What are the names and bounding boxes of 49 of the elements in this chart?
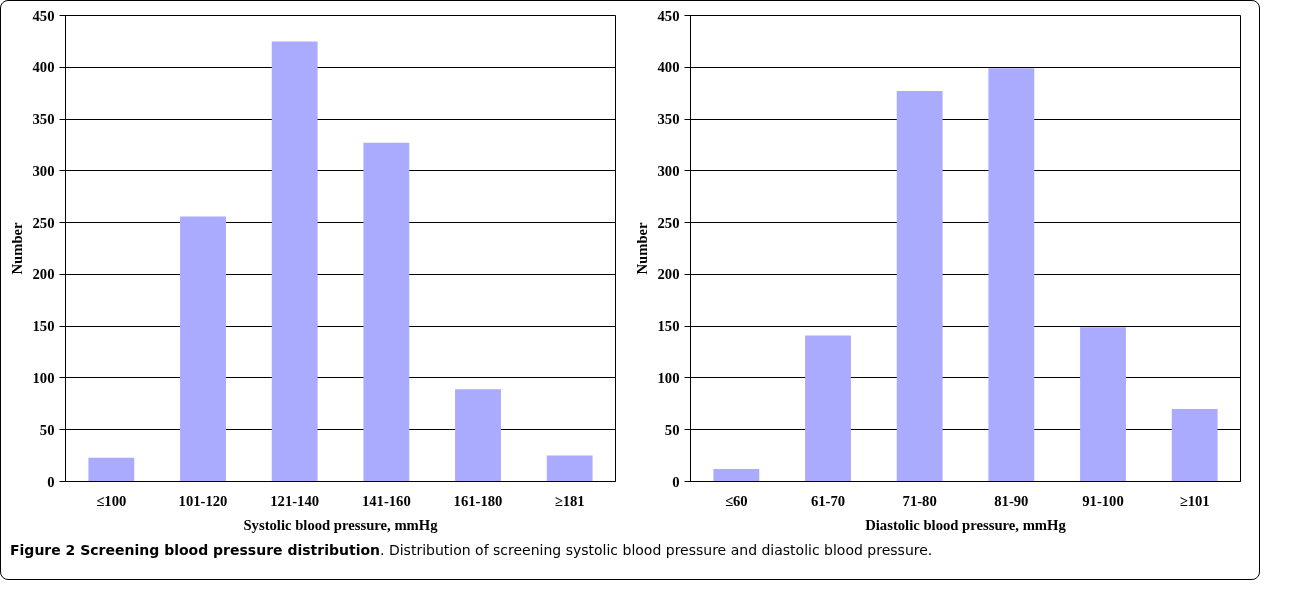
y-tick-label: 0 xyxy=(47,473,55,490)
y-tick-label: 150 xyxy=(657,318,680,335)
bar xyxy=(805,335,851,482)
x-tick-label: 161-180 xyxy=(453,492,503,509)
bar xyxy=(455,389,501,482)
y-tick-label: 450 xyxy=(32,7,55,24)
y-tick-label: 100 xyxy=(32,369,55,386)
caption: Figure 2 Screening blood pressure distribution xyxy=(10,542,381,558)
x-tick-label: 121-140 xyxy=(270,492,320,509)
x-tick-label: 91-100 xyxy=(1082,492,1124,509)
y-tick-label: 50 xyxy=(39,421,55,438)
x-axis-title: Systolic blood pressure, mmHg xyxy=(243,516,439,533)
x-tick-label: 81-90 xyxy=(994,492,1029,509)
y-tick-label: 100 xyxy=(657,369,680,386)
y-axis-title: Number xyxy=(8,221,25,275)
y-tick-label: 350 xyxy=(32,111,55,128)
y-tick-label: 250 xyxy=(32,214,55,231)
bar xyxy=(88,457,135,482)
y-tick-label: 250 xyxy=(657,214,680,231)
y-tick-label: 50 xyxy=(664,421,680,438)
y-tick-label: 200 xyxy=(32,266,55,283)
y-tick-label: 300 xyxy=(657,162,680,179)
bar xyxy=(713,469,760,482)
x-tick-label: ≥101 xyxy=(1179,492,1210,509)
bar xyxy=(896,91,943,482)
x-tick-label: 141-160 xyxy=(361,492,411,509)
y-tick-label: 200 xyxy=(657,266,680,283)
x-axis-title: Diastolic blood pressure, mmHg xyxy=(865,516,1067,533)
bar xyxy=(1080,327,1126,482)
y-tick-label: 150 xyxy=(32,318,55,335)
bar xyxy=(988,68,1035,482)
x-tick-label: 101-120 xyxy=(178,492,228,509)
y-tick-label: 350 xyxy=(657,111,680,128)
y-axis-title: Number xyxy=(633,221,650,275)
y-tick-label: 300 xyxy=(32,162,55,179)
bar xyxy=(180,216,226,482)
y-tick-label: 400 xyxy=(657,59,680,76)
x-tick-label: 61-70 xyxy=(810,492,846,509)
bar xyxy=(546,455,593,482)
bar xyxy=(363,142,410,482)
y-tick-label: 450 xyxy=(657,7,680,24)
x-tick-label: ≤60 xyxy=(724,492,748,509)
x-tick-label: ≥181 xyxy=(554,492,585,509)
x-tick-label: ≤100 xyxy=(96,492,127,509)
x-tick-label: 71-80 xyxy=(902,492,937,509)
bar xyxy=(1171,409,1218,482)
bar xyxy=(271,41,318,482)
y-tick-label: 400 xyxy=(32,59,55,76)
y-tick-label: 0 xyxy=(672,473,680,490)
